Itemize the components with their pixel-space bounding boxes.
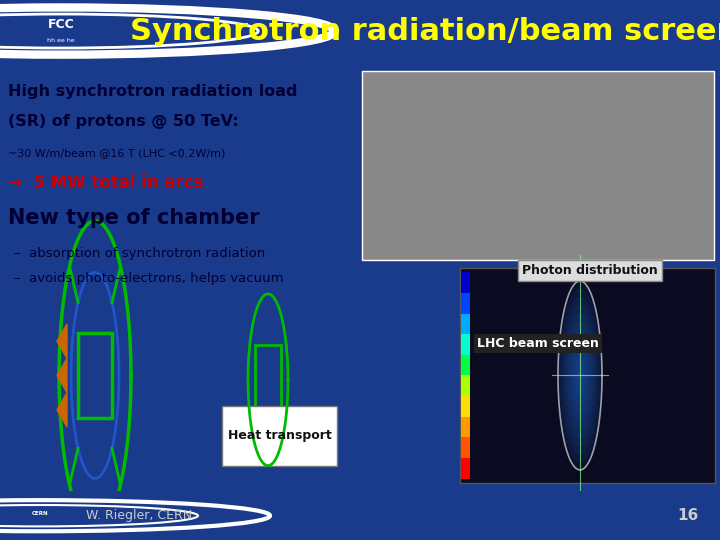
Polygon shape	[57, 359, 67, 393]
Bar	[362, 71, 714, 260]
Text: →  5 MW total in arcs: → 5 MW total in arcs	[8, 174, 204, 192]
Circle shape	[579, 371, 581, 380]
Polygon shape	[57, 324, 67, 359]
Text: Photon distribution: Photon distribution	[522, 264, 658, 277]
Bar	[461, 293, 470, 314]
Text: 16: 16	[677, 508, 698, 523]
Bar	[461, 437, 470, 458]
Text: High synchrotron radiation load: High synchrotron radiation load	[8, 84, 297, 99]
Bar	[461, 417, 470, 437]
Text: –  absorption of synchrotron radiation: – absorption of synchrotron radiation	[14, 247, 265, 260]
Bar	[461, 314, 470, 334]
Text: (SR) of protons @ 50 TeV:: (SR) of protons @ 50 TeV:	[8, 113, 238, 129]
Text: ~30 W/m/beam @16 T (LHC <0.2W/m): ~30 W/m/beam @16 T (LHC <0.2W/m)	[8, 148, 225, 158]
Bar	[461, 396, 470, 417]
Polygon shape	[57, 393, 67, 427]
Circle shape	[562, 298, 598, 454]
Bar	[461, 334, 470, 355]
Bar	[461, 355, 470, 375]
Bar	[461, 458, 470, 478]
Bar	[460, 268, 715, 483]
Text: W. Riegler, CERN: W. Riegler, CERN	[86, 509, 192, 522]
Text: hh ee he: hh ee he	[48, 38, 75, 43]
Circle shape	[573, 347, 587, 404]
Circle shape	[570, 330, 590, 421]
Circle shape	[575, 355, 585, 396]
Circle shape	[566, 314, 595, 437]
Circle shape	[572, 339, 589, 413]
Bar	[461, 273, 470, 293]
Bar	[222, 406, 337, 465]
Bar	[78, 333, 112, 418]
Circle shape	[558, 281, 602, 470]
Text: New type of chamber: New type of chamber	[8, 208, 260, 228]
Circle shape	[564, 306, 596, 446]
Bar	[255, 346, 281, 414]
Text: Heat transport: Heat transport	[228, 429, 332, 442]
Text: FCC: FCC	[48, 18, 75, 31]
Circle shape	[567, 322, 593, 429]
Circle shape	[577, 363, 583, 388]
Bar	[461, 375, 470, 396]
Text: CERN: CERN	[31, 511, 48, 516]
Circle shape	[560, 289, 600, 462]
Text: Synchrotron radiation/beam screen: Synchrotron radiation/beam screen	[130, 17, 720, 45]
Text: LHC beam screen: LHC beam screen	[477, 337, 599, 350]
Text: –  avoids photo-electrons, helps vacuum: – avoids photo-electrons, helps vacuum	[14, 273, 284, 286]
